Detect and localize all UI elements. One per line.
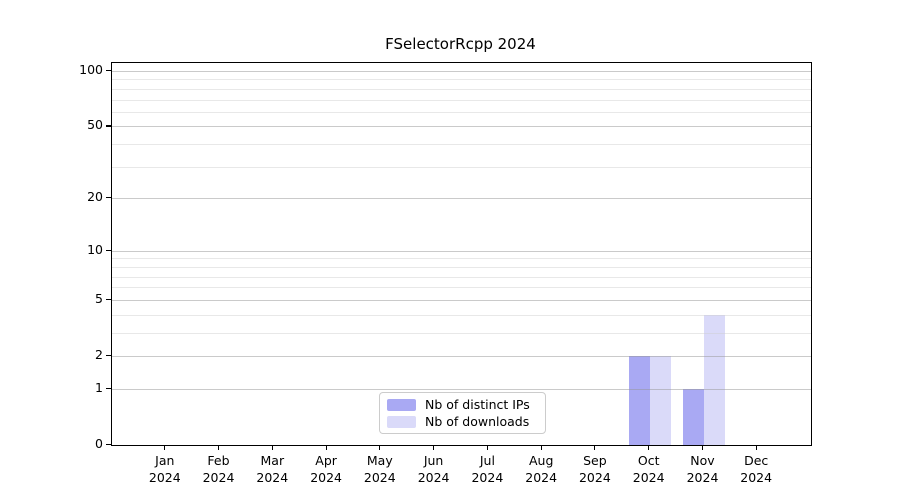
x-tick-mark (164, 445, 166, 450)
y-tick-label: 5 (95, 290, 103, 306)
gridline-minor (112, 258, 811, 260)
y-tick-label: 2 (95, 347, 103, 362)
x-tick-label: Sep 2024 (578, 453, 611, 485)
y-tick-mark (106, 249, 111, 251)
y-tick-label: 100 (79, 62, 103, 77)
x-tick-mark (379, 445, 381, 450)
x-tick-mark (648, 445, 650, 450)
x-tick-mark (540, 445, 542, 450)
gridline-major (112, 198, 811, 200)
x-tick-label: Jun 2024 (417, 453, 450, 485)
bar-downloads-oct (649, 356, 671, 445)
gridline-minor (112, 99, 811, 101)
x-tick-label: Aug 2024 (525, 453, 558, 485)
x-tick-label: Apr 2024 (310, 453, 342, 485)
bar-distinct-ips-oct (628, 356, 650, 445)
x-tick-label: Jul 2024 (471, 453, 504, 485)
x-tick-label: Mar 2024 (256, 453, 289, 485)
x-tick-label: Jan 2024 (148, 453, 181, 485)
bar-downloads-nov (703, 314, 725, 445)
y-tick-label: 1 (95, 379, 103, 395)
y-tick-label: 20 (87, 189, 103, 205)
y-tick-mark (106, 125, 111, 127)
gridline-major (112, 126, 811, 128)
x-tick-mark (217, 445, 220, 450)
x-tick-mark (755, 445, 757, 450)
gridline-minor (112, 144, 811, 146)
y-tick-mark (106, 387, 111, 389)
x-tick-label: Oct 2024 (632, 453, 665, 485)
x-tick-mark (594, 445, 596, 450)
y-tick-mark (106, 298, 111, 300)
x-tick-mark (486, 445, 488, 450)
y-tick-mark (106, 70, 111, 72)
x-tick-mark (433, 445, 435, 450)
gridline-minor (112, 166, 811, 168)
legend-swatch-distinct-ips (387, 398, 416, 411)
y-tick-label: 0 (95, 436, 103, 451)
gridline-minor (112, 79, 811, 81)
x-tick-label: Feb 2024 (202, 453, 235, 485)
legend-swatch-downloads (387, 415, 416, 428)
gridline-major (112, 71, 811, 72)
x-tick-mark (271, 445, 273, 450)
plot-area (111, 62, 812, 446)
gridline-minor (112, 276, 811, 278)
legend-item-distinct-ips: Nb of distinct IPs (387, 396, 538, 412)
gridline-minor (112, 287, 811, 289)
x-tick-label: Nov 2024 (686, 453, 719, 485)
gridline-minor (112, 266, 811, 268)
chart-title: FSelectorRcpp 2024 (385, 35, 536, 53)
legend-label-distinct-ips: Nb of distinct IPs (425, 396, 530, 412)
legend: Nb of distinct IPs Nb of downloads (379, 392, 546, 434)
legend-item-downloads: Nb of downloads (387, 413, 538, 429)
gridline-major (112, 250, 811, 252)
y-tick-mark (106, 197, 111, 199)
gridline-minor (112, 88, 811, 90)
y-tick-mark (106, 355, 111, 357)
legend-label-downloads: Nb of downloads (425, 413, 530, 429)
gridline-major (112, 299, 811, 301)
bar-distinct-ips-nov (682, 388, 704, 445)
x-tick-mark (325, 445, 327, 450)
x-tick-label: May 2024 (363, 453, 396, 485)
x-tick-label: Dec 2024 (740, 453, 773, 485)
y-tick-label: 50 (87, 117, 103, 133)
y-tick-mark (106, 444, 111, 446)
x-tick-mark (701, 445, 704, 450)
gridline-minor (112, 111, 811, 113)
y-tick-label: 10 (87, 241, 103, 257)
